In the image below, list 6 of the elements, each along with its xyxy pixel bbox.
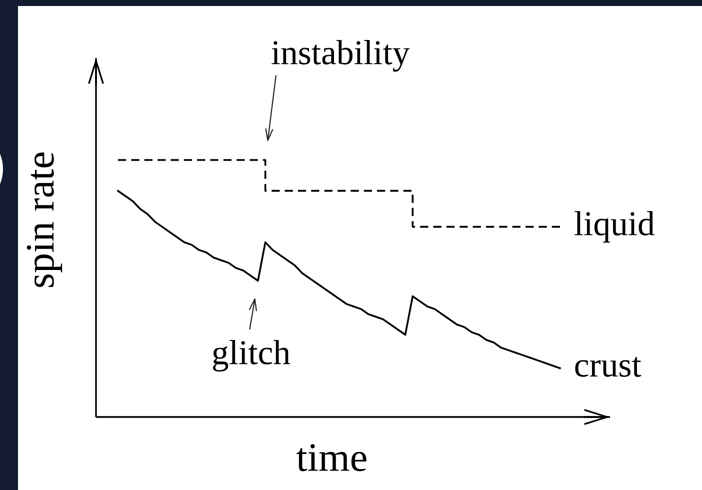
series-label: liquid [574, 211, 654, 243]
text: instability [272, 40, 410, 72]
annotation: glitch [212, 340, 290, 372]
series-label: crust [575, 356, 642, 377]
y-axis-title: spin rate [26, 152, 62, 288]
x-axis-title: time [296, 444, 366, 472]
